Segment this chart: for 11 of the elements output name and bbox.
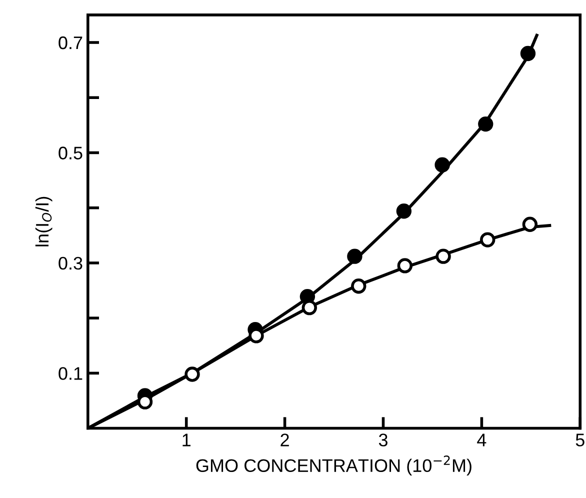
x-tick-label: 1 (182, 434, 190, 446)
y-tick-label: 0.3 (58, 256, 82, 270)
x-tick-label: 5 (576, 434, 584, 446)
y-tick-label: 0.5 (58, 146, 82, 160)
x-tick-label: 2 (280, 434, 289, 446)
x-tick-label: 3 (378, 434, 388, 446)
y-tick-label: 0.1 (58, 367, 82, 380)
x-axis-title: GMO CONCENTRATION (10$^{−2}$M) (196, 456, 472, 476)
x-tick-label: 4 (477, 434, 486, 446)
y-tick-label: 0.7 (58, 36, 82, 50)
y-axis-title: ln(I$_{O}$/I) (35, 196, 52, 246)
